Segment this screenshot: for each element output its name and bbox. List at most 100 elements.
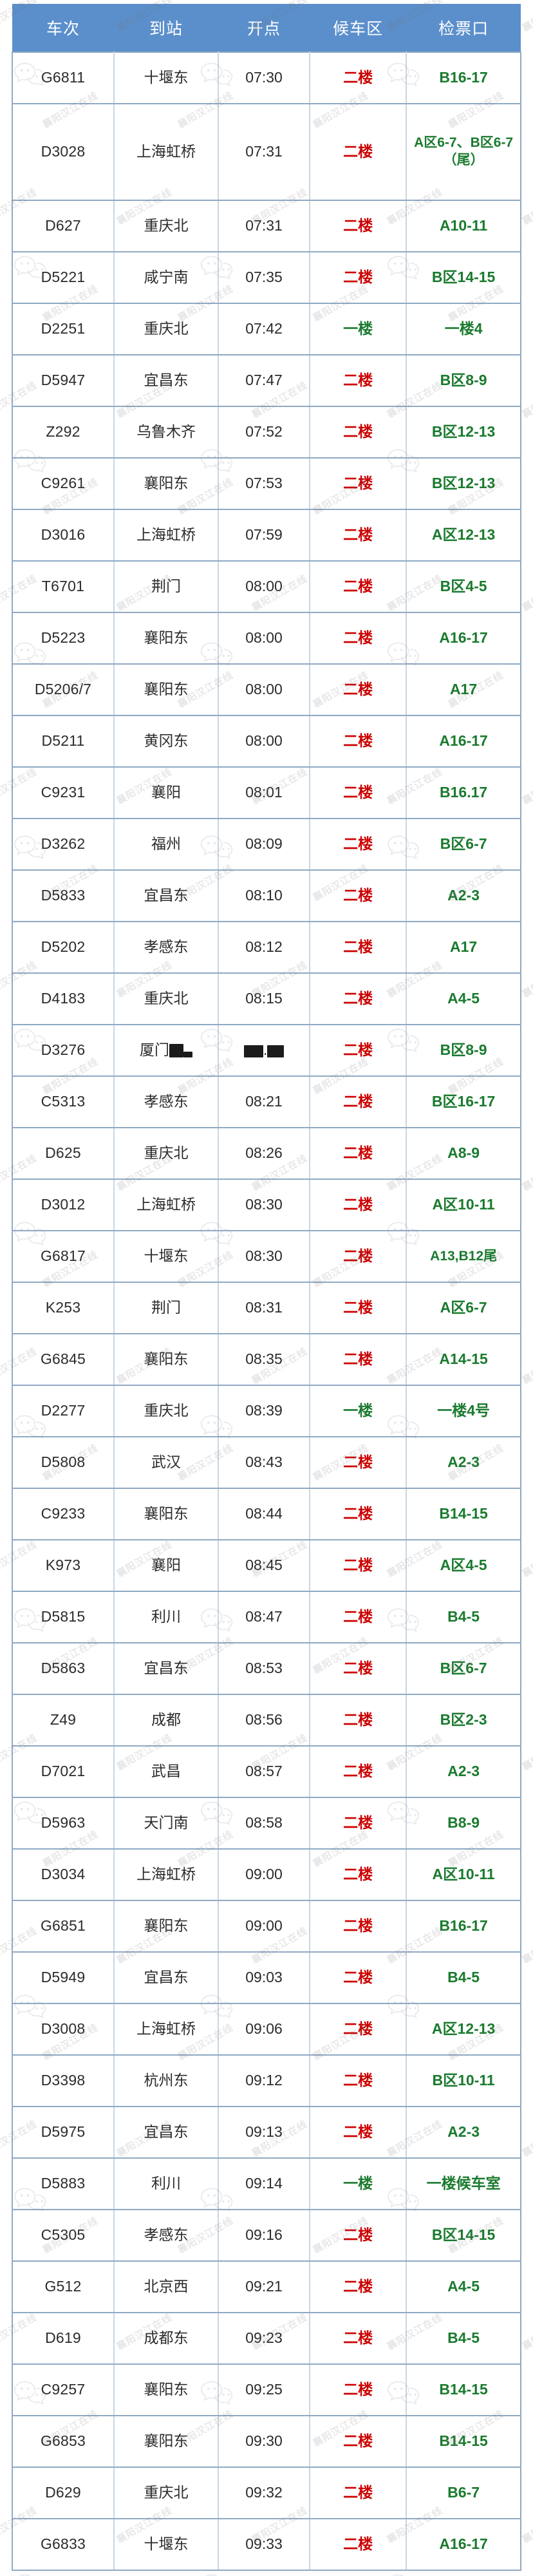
table-row[interactable]: D3276 厦门. 二楼 B区8-9 <box>12 1024 521 1077</box>
table-row[interactable]: C9231 襄阳 08:01 二楼 B16.17 <box>12 766 521 819</box>
cell-destination: 襄阳东 <box>113 457 219 510</box>
cell-destination: 北京西 <box>113 2260 219 2313</box>
cell-train-number: Z292 <box>12 406 115 459</box>
cell-destination: 重庆北 <box>113 303 219 355</box>
table-row[interactable]: G6851 襄阳东 09:00 二楼 B16-17 <box>12 1900 521 1953</box>
table-row[interactable]: T6701 荆门 08:00 二楼 B区4-5 <box>12 560 521 613</box>
cell-waiting-area: 二楼 <box>309 1488 407 1540</box>
table-row[interactable]: K253 荆门 08:31 二楼 A区6-7 <box>12 1282 521 1334</box>
cell-departure-time: 07:31 <box>217 200 311 252</box>
cell-ticket-gate: B区16-17 <box>406 1075 521 1128</box>
table-row[interactable]: D619 成都东 09:23 二楼 B4-5 <box>12 2312 521 2365</box>
cell-departure-time: 08:44 <box>217 1488 311 1540</box>
cell-waiting-area: 二楼 <box>309 1694 407 1747</box>
column-header-ticket-gate: 检票口 <box>406 4 521 52</box>
table-row[interactable]: D5949 宜昌东 09:03 二楼 B4-5 <box>12 1951 521 2004</box>
cell-departure-time: 09:25 <box>217 2363 311 2416</box>
cell-train-number: D7021 <box>12 1745 115 1798</box>
table-row[interactable]: D7021 武昌 08:57 二楼 A2-3 <box>12 1745 521 1798</box>
cell-waiting-area: 二楼 <box>309 2106 407 2159</box>
cell-departure-time: 09:00 <box>217 1900 311 1953</box>
table-row[interactable]: G6853 襄阳东 09:30 二楼 B14-15 <box>12 2415 521 2468</box>
cell-destination: 咸宁南 <box>113 251 219 304</box>
table-row[interactable]: C9257 襄阳东 09:25 二楼 B14-15 <box>12 2363 521 2416</box>
cell-destination: 成都 <box>113 1694 219 1747</box>
cell-destination: 十堰东 <box>113 2518 219 2571</box>
table-row[interactable]: G512 北京西 09:21 二楼 A4-5 <box>12 2260 521 2313</box>
cell-waiting-area: 二楼 <box>309 1642 407 1695</box>
table-row[interactable]: Z292 乌鲁木齐 07:52 二楼 B区12-13 <box>12 406 521 459</box>
table-row[interactable]: D3262 福州 08:09 二楼 B区6-7 <box>12 818 521 871</box>
cell-destination: 荆门 <box>113 1282 219 1334</box>
table-row[interactable]: D629 重庆北 09:32 二楼 B6-7 <box>12 2467 521 2519</box>
table-row[interactable]: D2277 重庆北 08:39 一楼 一楼4号 <box>12 1385 521 1437</box>
table-row[interactable]: C5305 孝感东 09:16 二楼 B区14-15 <box>12 2209 521 2262</box>
cell-ticket-gate: B区2-3 <box>406 1694 521 1747</box>
cell-ticket-gate: A17 <box>406 921 521 974</box>
table-row[interactable]: G6833 十堰东 09:33 二楼 A16-17 <box>12 2518 521 2571</box>
cell-train-number: D2251 <box>12 303 115 355</box>
table-row[interactable]: D3016 上海虹桥 07:59 二楼 A区12-13 <box>12 509 521 562</box>
table-row[interactable]: D5975 宜昌东 09:13 二楼 A2-3 <box>12 2106 521 2159</box>
glitch-blob <box>243 1045 263 1058</box>
column-header-waiting-area: 候车区 <box>310 4 407 52</box>
cell-destination: 上海虹桥 <box>113 103 219 201</box>
cell-train-number: D619 <box>12 2312 115 2365</box>
table-row[interactable]: G6811 十堰东 07:30 二楼 B16-17 <box>12 52 521 104</box>
cell-departure-time: 08:30 <box>217 1230 311 1283</box>
cell-train-number: C9257 <box>12 2363 115 2416</box>
table-row[interactable]: C9233 襄阳东 08:44 二楼 B14-15 <box>12 1488 521 1540</box>
table-row[interactable]: G6845 襄阳东 08:35 二楼 A14-15 <box>12 1333 521 1386</box>
table-row[interactable]: D3008 上海虹桥 09:06 二楼 A区12-13 <box>12 2003 521 2056</box>
cell-ticket-gate: B区12-13 <box>406 457 521 510</box>
table-row[interactable]: D625 重庆北 08:26 二楼 A8-9 <box>12 1127 521 1180</box>
cell-departure-time: 07:30 <box>217 52 311 104</box>
table-row[interactable]: D2251 重庆北 07:42 一楼 一楼4 <box>12 303 521 355</box>
cell-departure-time: 08:00 <box>217 612 311 665</box>
table-row[interactable]: D5221 咸宁南 07:35 二楼 B区14-15 <box>12 251 521 304</box>
cell-departure-time: 09:14 <box>217 2157 311 2210</box>
table-row[interactable]: D3034 上海虹桥 09:00 二楼 A区10-11 <box>12 1848 521 1901</box>
table-row[interactable]: D627 重庆北 07:31 二楼 A10-11 <box>12 200 521 252</box>
cell-destination: 孝感东 <box>113 921 219 974</box>
watermark-text: 襄阳汉江在线 <box>521 2312 533 2353</box>
table-row[interactable]: G6817 十堰东 08:30 二楼 A13,B12尾 <box>12 1230 521 1283</box>
table-row[interactable]: D5947 宜昌东 07:47 二楼 B区8-9 <box>12 354 521 407</box>
cell-destination: 襄阳 <box>113 1539 219 1592</box>
table-row[interactable]: D3398 杭州东 09:12 二楼 B区10-11 <box>12 2054 521 2107</box>
table-row[interactable]: C5313 孝感东 08:21 二楼 B区16-17 <box>12 1075 521 1128</box>
cell-train-number: D5202 <box>12 921 115 974</box>
cell-destination: 上海虹桥 <box>113 509 219 562</box>
cell-train-number: D3008 <box>12 2003 115 2056</box>
cell-ticket-gate: B4-5 <box>406 1591 521 1643</box>
table-row[interactable]: K973 襄阳 08:45 二楼 A区4-5 <box>12 1539 521 1592</box>
cell-departure-time: 08:26 <box>217 1127 311 1180</box>
table-row[interactable]: D5815 利川 08:47 二楼 B4-5 <box>12 1591 521 1643</box>
table-row[interactable]: D5863 宜昌东 08:53 二楼 B区6-7 <box>12 1642 521 1695</box>
cell-train-number: D5211 <box>12 715 115 768</box>
cell-waiting-area: 二楼 <box>309 1230 407 1283</box>
cell-destination: 十堰东 <box>113 52 219 104</box>
table-row[interactable]: D5883 利川 09:14 一楼 一楼候车室 <box>12 2157 521 2210</box>
table-row[interactable]: D5202 孝感东 08:12 二楼 A17 <box>12 921 521 974</box>
table-row[interactable]: D5808 武汉 08:43 二楼 A2-3 <box>12 1436 521 1489</box>
cell-waiting-area: 二楼 <box>309 2003 407 2056</box>
cell-ticket-gate: A2-3 <box>406 2106 521 2159</box>
table-row[interactable]: Z49 成都 08:56 二楼 B区2-3 <box>12 1694 521 1747</box>
cell-departure-time: 09:23 <box>217 2312 311 2365</box>
cell-train-number: D5833 <box>12 869 115 922</box>
table-row[interactable]: D5206/7 襄阳东 08:00 二楼 A17 <box>12 663 521 716</box>
cell-waiting-area: 二楼 <box>309 2054 407 2107</box>
table-row[interactable]: D3012 上海虹桥 08:30 二楼 A区10-11 <box>12 1179 521 1231</box>
table-row[interactable]: D5963 天门南 08:58 二楼 B8-9 <box>12 1797 521 1850</box>
table-row[interactable]: D5211 黄冈东 08:00 二楼 A16-17 <box>12 715 521 768</box>
cell-waiting-area: 二楼 <box>309 1951 407 2004</box>
cell-ticket-gate: B16-17 <box>406 52 521 104</box>
cell-train-number: C5313 <box>12 1075 115 1128</box>
table-row[interactable]: D4183 重庆北 08:15 二楼 A4-5 <box>12 972 521 1025</box>
table-row[interactable]: D5223 襄阳东 08:00 二楼 A16-17 <box>12 612 521 665</box>
table-row[interactable]: D3028 上海虹桥 07:31 二楼 A区6-7、B区6-7（尾） <box>12 103 521 201</box>
table-body: G6811 十堰东 07:30 二楼 B16-17 D3028 上海虹桥 07:31 二楼 A区6… <box>12 52 521 2571</box>
table-row[interactable]: C9261 襄阳东 07:53 二楼 B区12-13 <box>12 457 521 510</box>
table-row[interactable]: D5833 宜昌东 08:10 二楼 A2-3 <box>12 869 521 922</box>
